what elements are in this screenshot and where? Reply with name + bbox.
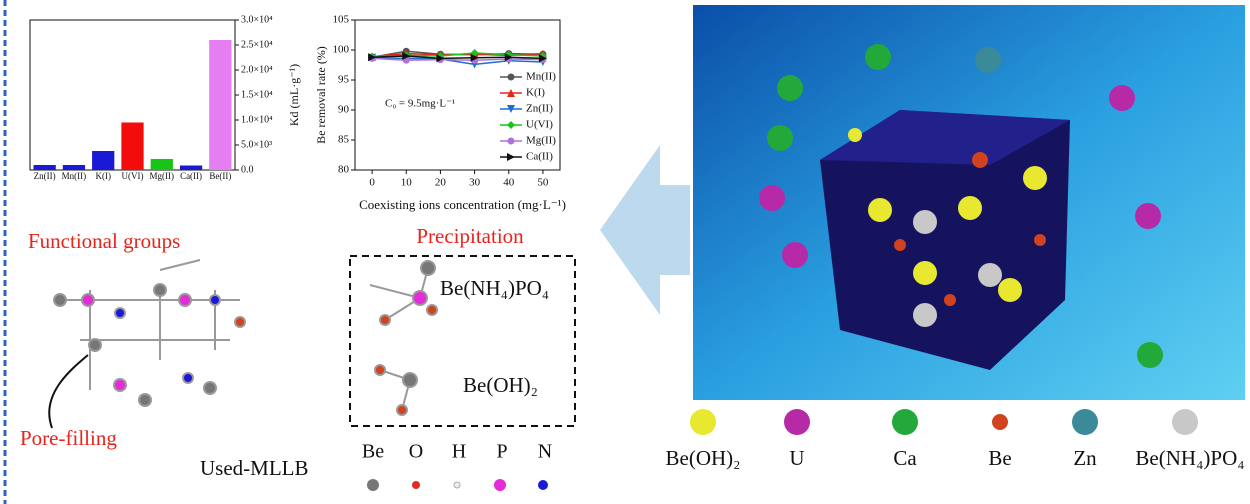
- legend-marker: [507, 153, 515, 161]
- legend-label: Zn(II): [526, 103, 553, 115]
- x-tick-label: Ca(II): [180, 171, 202, 181]
- product-label: Be(NH₄)PO₄: [440, 276, 549, 300]
- atom-label: H: [452, 441, 466, 463]
- y-axis-label: Kd (mL·g⁻¹): [287, 64, 301, 126]
- pore-arrow: [49, 355, 88, 428]
- y-tick-label: 2.0×10⁴: [241, 64, 273, 75]
- x-tick-label: 30: [469, 177, 481, 189]
- molecule: [54, 260, 245, 406]
- atom-label: P: [496, 441, 507, 463]
- legend-marker: [508, 138, 515, 145]
- product-label: Be(OH)₂: [463, 373, 538, 397]
- y-tick-label: 0.0: [241, 164, 254, 175]
- legend-marker: [507, 121, 515, 129]
- legend-label: Mg(II): [526, 135, 556, 147]
- atom-label: N: [538, 441, 552, 463]
- y-tick-label: 90: [338, 104, 350, 116]
- legend-label: Ca(II): [526, 151, 553, 163]
- x-tick-label: U(VI): [122, 171, 144, 181]
- legend-label: Mn(II): [526, 71, 556, 83]
- used-mllb: Used-MLLB: [200, 456, 309, 480]
- image-legend-label: Be(NH₄)PO₄: [1135, 446, 1244, 470]
- y-tick-label: 80: [338, 164, 350, 176]
- bar: [121, 123, 143, 171]
- bar: [92, 151, 114, 170]
- x-tick-label: Be(II): [209, 171, 231, 181]
- x-tick-label: 20: [435, 177, 447, 189]
- x-axis-label: Coexisting ions concentration (mg·L⁻¹): [359, 197, 566, 212]
- x-tick-label: 50: [537, 177, 549, 189]
- bar: [209, 40, 231, 170]
- y-tick-label: 105: [333, 14, 350, 26]
- atom-label: O: [409, 441, 423, 463]
- y-tick-label: 2.5×10⁴: [241, 39, 273, 50]
- arrow: [600, 145, 690, 315]
- bar: [151, 159, 173, 170]
- functional-groups: Functional groups: [28, 229, 180, 253]
- y-tick-label: 85: [338, 134, 350, 146]
- x-tick-label: 40: [503, 177, 515, 189]
- legend-label: U(VI): [526, 119, 553, 131]
- legend-label: K(I): [526, 87, 545, 99]
- atom-legend: [367, 479, 548, 491]
- image-legend-spheres: [690, 409, 1198, 435]
- image-legend-label: Zn: [1073, 446, 1097, 470]
- precip-molecules: [370, 261, 437, 415]
- y-tick-label: 1.0×10⁴: [241, 114, 273, 125]
- y-tick-label: 95: [338, 74, 350, 86]
- bar: [180, 166, 202, 171]
- image-legend-label: Be: [988, 446, 1011, 470]
- image-legend-label: U: [789, 446, 804, 470]
- bar: [34, 165, 56, 170]
- figure: Functional groups Pore-filling Used-MLLB…: [0, 0, 1250, 504]
- precipitation-title: Precipitation: [416, 224, 524, 248]
- pore-filling: Pore-filling: [20, 426, 117, 450]
- x-tick-label: Mn(II): [62, 171, 87, 181]
- y-tick-label: 3.0×10⁴: [241, 14, 273, 25]
- x-tick-label: Zn(II): [34, 171, 56, 181]
- x-tick-label: 10: [401, 177, 413, 189]
- image-legend-label: Ca: [893, 446, 917, 470]
- x-tick-label: K(I): [95, 171, 111, 181]
- x-tick-label: Mg(II): [150, 171, 175, 181]
- atom-label: Be: [362, 441, 384, 463]
- y-tick-label: 5.0×10³: [241, 139, 272, 150]
- y-tick-label: 1.5×10⁴: [241, 89, 273, 100]
- y-tick-label: 100: [333, 44, 350, 56]
- image-legend-label: Be(OH)₂: [666, 446, 741, 470]
- annotation: C₀ = 9.5mg·L⁻¹: [385, 98, 455, 110]
- x-tick-label: 0: [369, 177, 375, 189]
- y-axis-label: Be removal rate (%): [314, 46, 328, 144]
- bar: [63, 165, 85, 170]
- legend-marker: [508, 74, 515, 81]
